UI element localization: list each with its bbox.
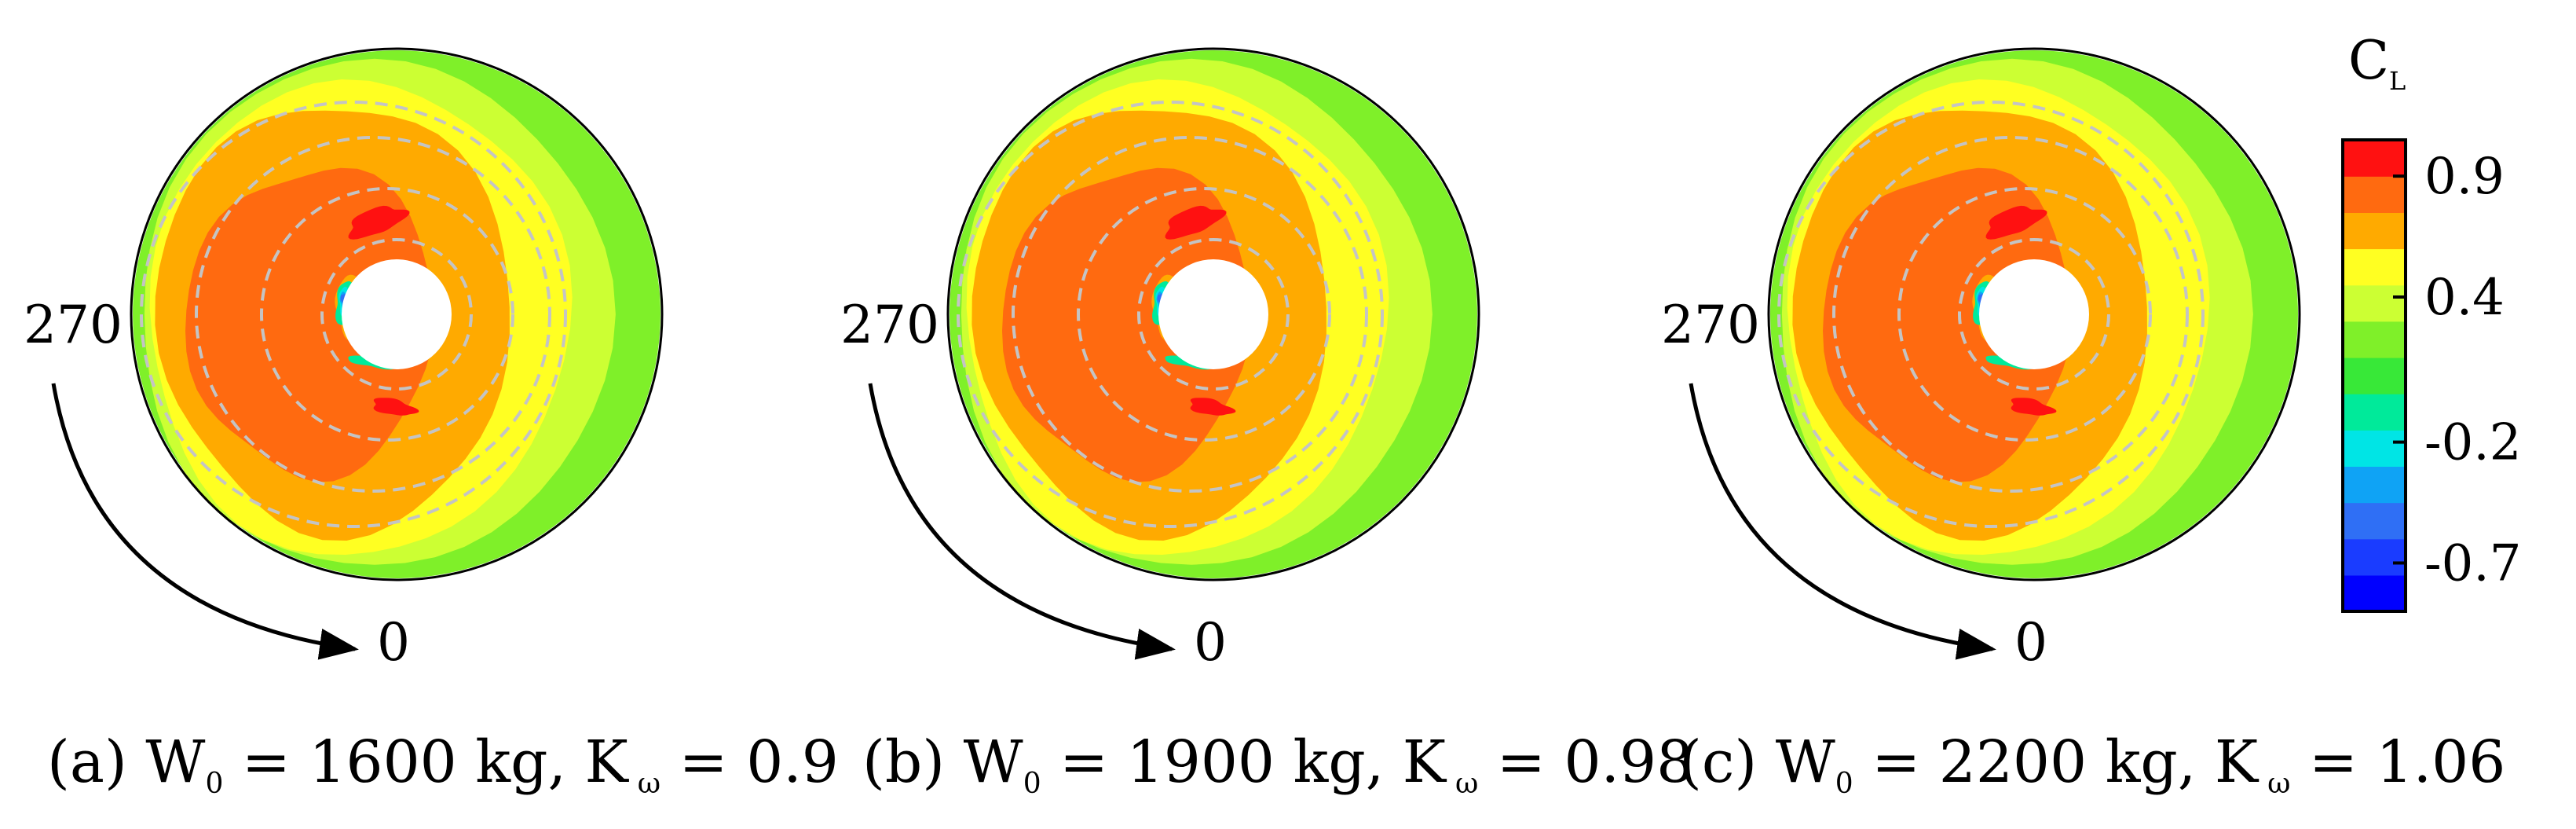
dashed-circle — [140, 101, 567, 528]
rotor-hub — [342, 259, 452, 369]
rotation-arrow-b — [868, 383, 1176, 660]
dashed-circle — [1958, 238, 2110, 391]
dashed-reference-circles — [140, 101, 567, 528]
colorbar-tick-label: -0.2 — [2424, 414, 2521, 472]
dashed-circle — [1077, 187, 1331, 442]
rotation-arrow-c — [1689, 383, 1996, 660]
dashed-circle — [1832, 136, 2189, 493]
dashed-circle — [1777, 101, 2205, 528]
contour-region — [1190, 398, 1236, 416]
rotor-hub — [1979, 259, 2089, 369]
colorbar-band — [2343, 394, 2406, 431]
colorbar-band — [2343, 466, 2406, 504]
contour-region — [1165, 205, 1227, 240]
colorbar-frame — [2341, 138, 2407, 613]
colorbar-tick-label: 0.4 — [2424, 269, 2505, 327]
rotor-outer-edge — [946, 47, 1480, 581]
colorbar: CL 0.9 0.4 -0.2 -0.7 — [2341, 30, 2521, 613]
azimuth-label-0-b: 0 — [1194, 612, 1227, 673]
colorbar-band — [2343, 248, 2406, 286]
colorbar-band — [2343, 430, 2406, 467]
rotor-outer-edge — [130, 47, 664, 581]
azimuth-label-270-b: 270 — [840, 295, 939, 355]
rotor-disk-panel-c — [1767, 47, 2301, 581]
dashed-circle — [1012, 136, 1368, 493]
colorbar-bands — [2343, 140, 2406, 612]
azimuth-label-270-c: 270 — [1661, 295, 1760, 355]
rotor-disk-panel-a — [130, 47, 664, 581]
contour-region — [2011, 398, 2057, 416]
dashed-circle — [195, 136, 551, 493]
dashed-reference-circles — [957, 101, 1384, 528]
contour-region — [1002, 167, 1251, 482]
colorbar-title: CL — [2348, 30, 2406, 96]
dashed-circle — [1897, 187, 2152, 442]
contour-region — [185, 167, 434, 482]
dashed-circle — [957, 101, 1384, 528]
dashed-circle — [260, 187, 514, 442]
dashed-reference-circles — [1777, 101, 2205, 528]
colorbar-band — [2343, 284, 2406, 322]
azimuth-label-0-c: 0 — [2014, 612, 2047, 673]
rotor-hub — [1158, 259, 1268, 369]
dashed-circle — [320, 238, 473, 391]
azimuth-label-270-a: 270 — [24, 295, 123, 355]
colorbar-band — [2343, 502, 2406, 540]
rotor-disk-panel-b — [946, 47, 1480, 581]
contour-region — [348, 205, 410, 240]
contour-region — [1823, 167, 2072, 482]
colorbar-band — [2343, 574, 2406, 612]
rotor-outer-edge — [1767, 47, 2301, 581]
colorbar-band — [2343, 140, 2406, 177]
colorbar-tick-label: 0.9 — [2424, 148, 2505, 206]
contour-region — [373, 398, 419, 416]
colorbar-band — [2343, 176, 2406, 213]
contour-region — [1985, 205, 2047, 240]
colorbar-ticks: 0.9 0.4 -0.2 -0.7 — [2393, 148, 2521, 592]
rotation-arrow-a — [51, 383, 359, 660]
colorbar-tick-label: -0.7 — [2424, 534, 2521, 592]
colorbar-band — [2343, 212, 2406, 250]
colorbar-band — [2343, 357, 2406, 394]
colorbar-band — [2343, 538, 2406, 576]
colorbar-band — [2343, 321, 2406, 358]
azimuth-label-0-a: 0 — [377, 612, 410, 673]
dashed-circle — [1137, 238, 1290, 391]
